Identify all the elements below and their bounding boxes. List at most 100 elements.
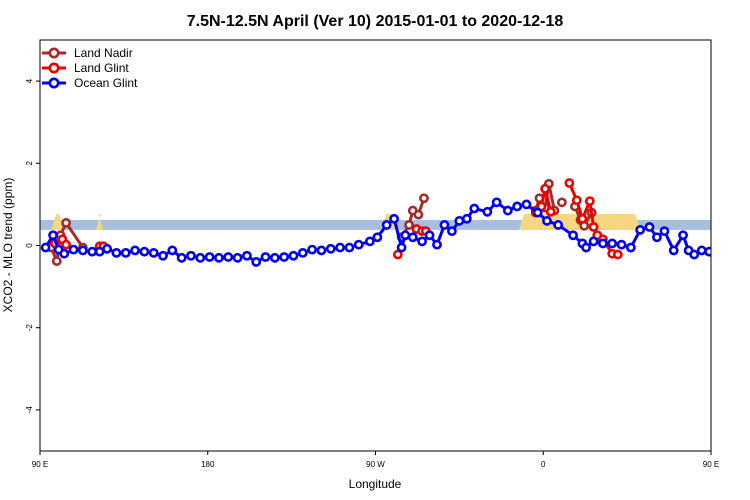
data-point-1 xyxy=(719,240,726,247)
y-tick-label: -2 xyxy=(25,324,34,332)
legend-marker xyxy=(48,47,60,59)
chart-title: 7.5N-12.5N April (Ver 10) 2015-01-01 to … xyxy=(187,13,564,30)
data-point-2 xyxy=(542,215,552,226)
data-point-2 xyxy=(482,206,493,217)
data-point-2 xyxy=(715,247,722,254)
data-point-2 xyxy=(48,230,58,241)
data-point-2 xyxy=(353,239,364,250)
data-point-1 xyxy=(612,249,623,260)
data-point-2 xyxy=(689,249,700,260)
data-point-2 xyxy=(372,232,383,243)
series-line-0 xyxy=(737,223,748,261)
data-point-2 xyxy=(381,220,392,230)
data-point-2 xyxy=(344,242,355,253)
data-point-2 xyxy=(260,252,271,262)
data-point-2 xyxy=(668,245,679,256)
data-point-2 xyxy=(532,207,543,218)
data-point-1 xyxy=(577,213,588,224)
series-line-1 xyxy=(718,232,722,243)
data-point-1 xyxy=(61,239,71,250)
data-point-2 xyxy=(223,252,234,262)
data-point-1 xyxy=(715,229,722,236)
data-point-2 xyxy=(68,244,79,255)
data-point-2 xyxy=(335,242,345,253)
data-point-1 xyxy=(741,234,748,241)
data-point-0 xyxy=(51,256,62,267)
data-point-2 xyxy=(491,197,502,208)
x-tick-label: 180 xyxy=(201,460,215,469)
data-point-2 xyxy=(158,250,168,261)
y-tick-label: 0 xyxy=(25,243,34,248)
data-point-2 xyxy=(588,236,599,247)
data-point-2 xyxy=(424,230,435,241)
data-point-2 xyxy=(195,252,206,263)
y-tick-label: 2 xyxy=(25,161,34,166)
data-point-2 xyxy=(297,247,308,258)
data-point-2 xyxy=(111,247,122,258)
x-tick-label: 90 W xyxy=(366,460,385,469)
y-axis-label: XCO2 - MLO trend (ppm) xyxy=(1,178,15,313)
x-tick-label: 0 xyxy=(541,460,546,469)
data-point-2 xyxy=(616,239,627,250)
data-point-0 xyxy=(413,209,424,220)
data-point-2 xyxy=(40,242,51,253)
land-highlight-region xyxy=(95,214,104,230)
data-point-2 xyxy=(241,250,252,261)
data-point-2 xyxy=(400,230,411,241)
plot-inner xyxy=(40,178,750,267)
data-point-2 xyxy=(204,252,215,262)
data-point-2 xyxy=(279,252,290,262)
data-point-2 xyxy=(743,248,750,255)
data-point-1 xyxy=(588,222,599,232)
data-point-2 xyxy=(407,232,418,243)
data-point-0 xyxy=(733,230,740,237)
data-point-2 xyxy=(432,239,442,250)
data-point-2 xyxy=(417,236,427,247)
data-point-2 xyxy=(269,252,280,263)
data-point-1 xyxy=(564,178,575,188)
data-point-2 xyxy=(186,250,196,261)
data-point-0 xyxy=(419,193,429,204)
data-point-2 xyxy=(625,242,636,253)
legend-marker xyxy=(48,62,60,74)
data-point-2 xyxy=(597,238,608,249)
series-line-1 xyxy=(745,237,750,243)
data-point-0 xyxy=(61,217,71,228)
y-tick-label: 4 xyxy=(25,78,34,83)
data-point-2 xyxy=(365,236,375,247)
data-point-2 xyxy=(704,246,711,257)
data-point-2 xyxy=(176,252,187,263)
data-point-2 xyxy=(396,242,407,253)
data-point-2 xyxy=(232,252,243,263)
data-point-2 xyxy=(502,205,513,216)
legend-label: Land Glint xyxy=(74,61,129,75)
land-highlight-region xyxy=(51,214,65,230)
land-highlight-region xyxy=(733,214,748,230)
data-point-2 xyxy=(724,250,731,257)
legend-label: Land Nadir xyxy=(74,46,133,60)
data-point-2 xyxy=(288,250,299,261)
data-point-2 xyxy=(77,245,88,256)
data-point-2 xyxy=(130,245,140,256)
data-point-0 xyxy=(556,197,567,208)
data-point-2 xyxy=(678,230,688,241)
x-axis-label: Longitude xyxy=(349,477,402,491)
data-point-2 xyxy=(461,213,472,224)
data-point-2 xyxy=(454,215,465,226)
data-point-2 xyxy=(652,232,662,243)
x-tick-label: 90 E xyxy=(32,460,48,469)
data-point-2 xyxy=(644,222,655,232)
data-point-2 xyxy=(94,246,105,257)
data-point-1 xyxy=(540,183,551,194)
y-tick-label: -4 xyxy=(25,406,34,414)
data-point-2 xyxy=(733,251,740,258)
data-point-2 xyxy=(307,244,318,255)
data-point-2 xyxy=(512,201,523,212)
data-point-1 xyxy=(545,206,556,217)
data-point-2 xyxy=(521,199,532,210)
data-point-2 xyxy=(325,243,336,254)
data-point-0 xyxy=(739,258,746,265)
legend-marker xyxy=(48,77,60,89)
